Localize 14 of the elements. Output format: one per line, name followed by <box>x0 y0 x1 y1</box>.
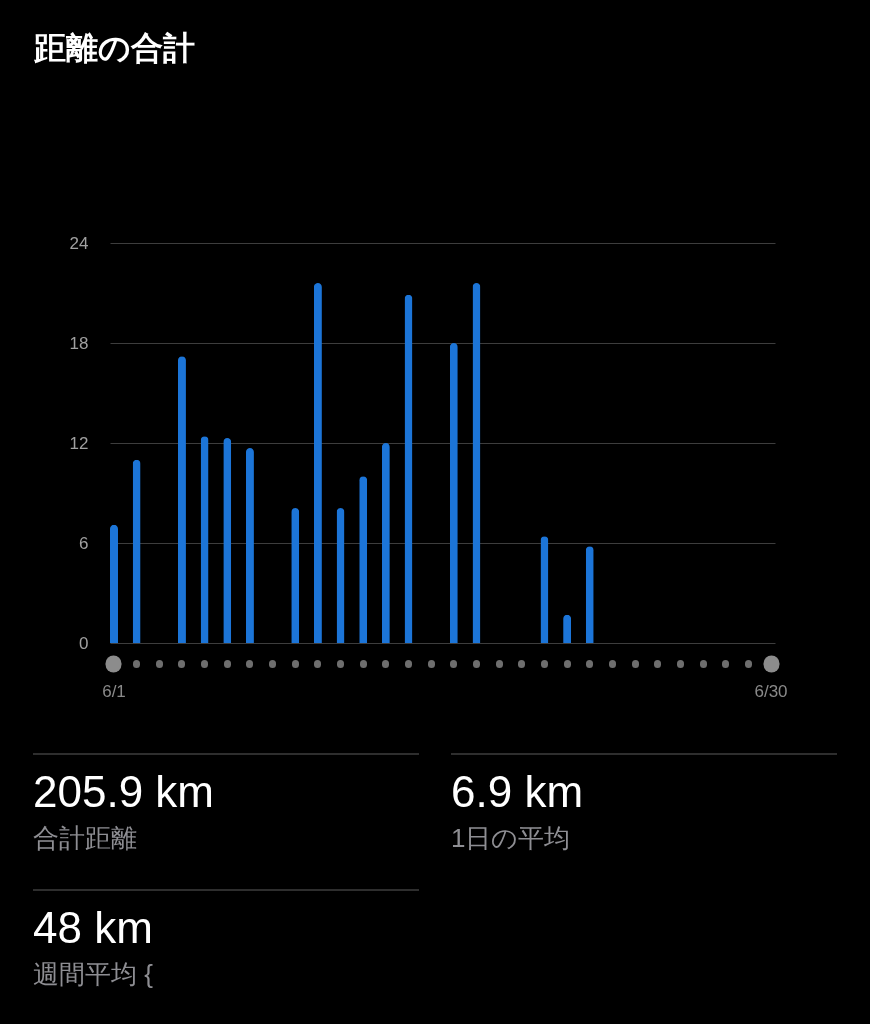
y-tick-label: 24 <box>69 233 89 253</box>
y-tick-label: 18 <box>69 333 89 353</box>
y-tick-label: 12 <box>69 433 89 453</box>
text: 1日の平均 <box>451 823 572 853</box>
chart-title: 距離の合計 <box>33 30 195 66</box>
text: 6.9 km <box>451 767 585 817</box>
text: 48 km <box>33 903 154 953</box>
text: 合計距離 <box>33 823 138 853</box>
x-tick-label: 6/1 <box>102 681 126 701</box>
text: 205.9 km <box>33 767 215 817</box>
y-tick-label: 6 <box>79 533 89 553</box>
text: 週間平均 { <box>33 959 154 989</box>
y-tick-label: 0 <box>79 633 89 653</box>
x-tick-label: 6/30 <box>754 681 788 701</box>
